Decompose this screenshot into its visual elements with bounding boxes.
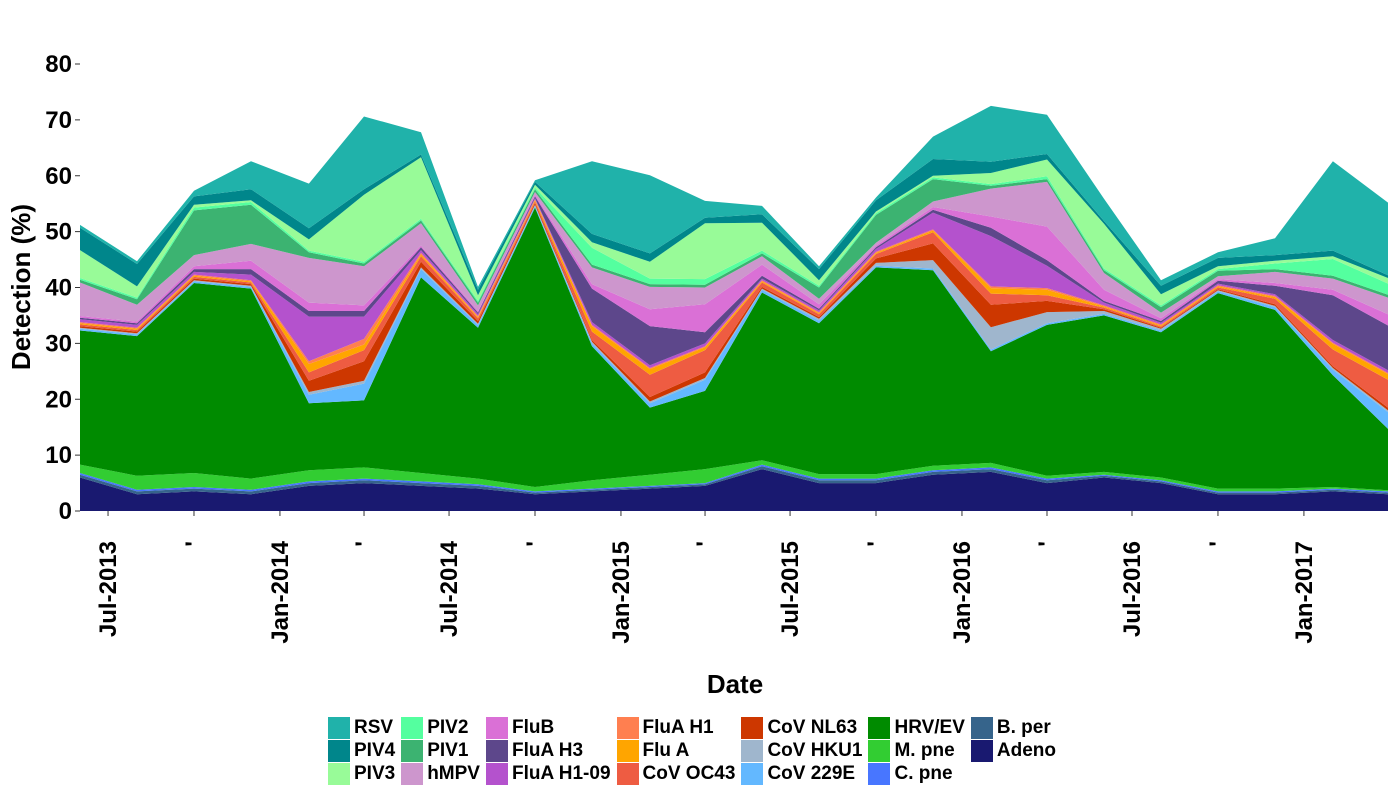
y-tick-label: 80 [45,51,72,78]
area-series-m-pne [80,460,1388,492]
legend-swatch [868,762,891,785]
legend-label: CoV 229E [767,762,856,784]
legend-swatch [401,716,424,739]
legend-swatch [401,762,424,785]
legend-label: CoV NL63 [767,716,858,738]
legend-item: PIV3 [328,762,395,785]
legend-label: FluA H1 [642,716,714,738]
area-series-hmpv [80,181,1388,322]
legend-item: FluA H1-09 [485,762,611,785]
legend-item: PIV4 [328,739,395,762]
area-series-adeno [80,469,1388,511]
legend-label: HRV/EV [894,716,965,738]
legend-item: hMPV [401,762,480,785]
x-tick-label: Jul-2013 [95,541,122,637]
y-tick-label: 30 [45,330,72,357]
legend-label: CoV OC43 [642,762,736,784]
area-series-layer [80,105,1388,511]
legend-swatch [868,716,891,739]
legend-label: FluB [511,716,555,738]
x-tick-label: Jul-2016 [1119,541,1146,637]
y-tick-label: 70 [45,107,72,134]
legend-label: RSV [354,716,394,738]
x-tick-label: Jan-2017 [1291,541,1318,644]
legend-item: C. pne [868,762,964,785]
x-tick-label: ' [522,541,549,547]
legend-label: Flu A [642,739,690,761]
x-tick-label: ' [1205,541,1232,547]
x-tick-label: ' [1034,541,1061,547]
legend-label: FluA H3 [511,739,584,761]
x-tick-label: Jul-2015 [777,541,804,637]
x-tick-label: ' [181,541,208,547]
x-tick-label: ' [351,541,378,547]
legend-swatch [328,762,350,785]
legend-label: PIV4 [354,739,396,761]
x-tick-label: ' [692,541,719,547]
legend-label: B. per [996,716,1051,738]
legend-label: PIV1 [427,739,469,761]
legend-item: FluA H3 [485,739,611,762]
y-tick-label: 0 [59,498,72,525]
y-tick-label: 50 [45,219,72,246]
legend-item: CoV OC43 [616,762,736,785]
x-axis: Jul-2013 ' Jan-2014 ' Jul-2014 ' Jan-2015 ' Jul-… [95,511,1318,644]
legend-swatch [485,716,508,739]
y-tick-label: 20 [45,386,72,413]
legend-item: PIV1 [401,739,480,762]
legend-swatch [868,739,891,762]
legend-item: FluA H1 [616,716,736,739]
y-tick-label: 60 [45,163,72,190]
area-series-b-per [80,466,1388,495]
legend-item: HRV/EV [868,716,965,739]
legend-swatch [970,716,993,739]
legend-item: Flu A [616,739,736,762]
legend-item: PIV2 [401,716,480,739]
legend-swatch [616,716,639,739]
legend-label: Adeno [996,739,1056,761]
legend-label: hMPV [427,762,480,784]
legend-swatch [741,762,764,785]
legend-item: FluB [485,716,611,739]
x-tick-label: Jan-2014 [267,540,294,643]
legend-label: M. pne [894,739,955,761]
legend-label: C. pne [894,762,953,784]
legend-swatch [485,762,508,785]
legend-item: B. per [970,716,1056,739]
legend-label: PIV3 [354,762,396,784]
legend-swatch [741,739,764,762]
area-series-hrv-ev [80,207,1388,491]
legend-label: CoV HKU1 [767,739,863,761]
x-tick-label: Jan-2016 [949,541,976,644]
legend-swatch [485,739,508,762]
legend-item: CoV 229E [741,762,862,785]
legend-item: CoV HKU1 [741,739,862,762]
legend-label: FluA H1-09 [511,762,611,784]
legend-swatch [741,716,764,739]
legend-swatch [616,762,639,785]
area-series-piv3 [80,157,1388,306]
legend: RSV PIV4 PIV3 PIV2 PIV1 hMPV FluB FluA H3 FluA H… [328,716,1056,785]
legend-item: RSV [328,716,395,739]
legend-swatch [616,739,639,762]
x-tick-label: ' [863,541,890,547]
y-axis-title: Detection (%) [6,204,36,370]
x-tick-label: Jan-2015 [608,541,635,644]
x-tick-label: Jul-2014 [436,540,463,637]
y-tick-label: 40 [45,275,72,302]
legend-item: M. pne [868,739,964,762]
legend-item: Adeno [970,739,1056,762]
legend-item: CoV NL63 [741,716,862,739]
y-axis: 0 10 20 30 40 50 60 70 80 [45,51,80,525]
legend-label: PIV2 [427,716,469,738]
legend-swatch [328,739,350,762]
legend-swatch [328,716,350,739]
legend-swatch [970,739,993,762]
y-tick-label: 10 [45,442,72,469]
area-series-rsv [80,105,1388,290]
legend-swatch [401,739,424,762]
x-axis-title: Date [707,669,763,699]
